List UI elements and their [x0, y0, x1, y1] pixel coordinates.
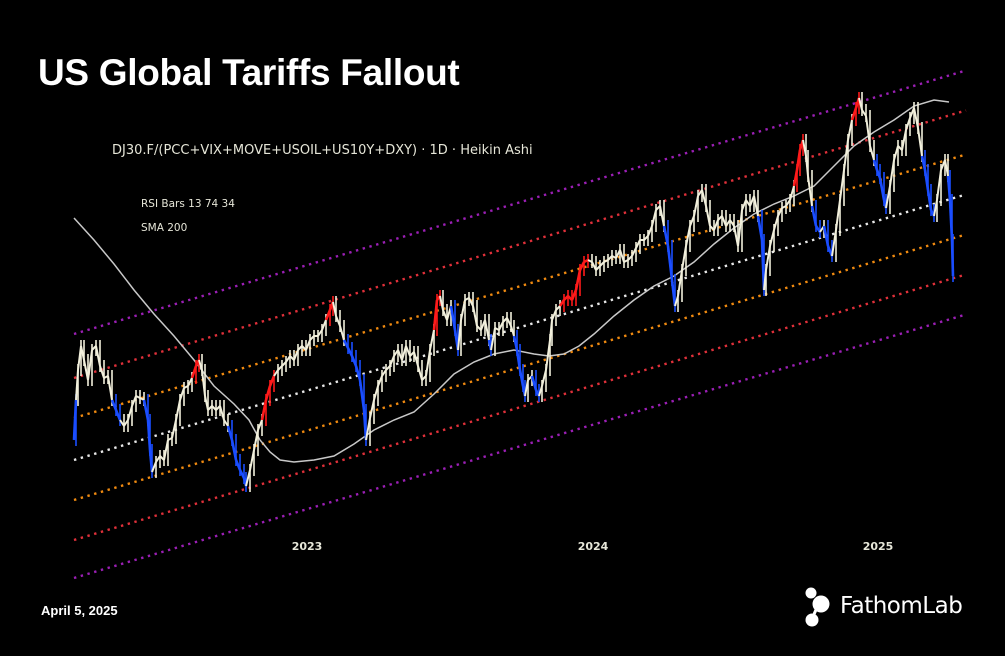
- sma-200-layer: [73, 99, 950, 463]
- brand-name: FathomLab: [840, 593, 963, 619]
- channel-line-upper-inner: [73, 153, 967, 420]
- price-bars-layer: [72, 92, 955, 492]
- legend-rsi-bars: RSI Bars 13 74 34: [141, 198, 235, 210]
- x-tick-label: 2024: [578, 540, 609, 553]
- fathomlab-logo-icon: [805, 587, 830, 627]
- channel-line-lower-mid: [73, 273, 967, 542]
- channel-line-upper-outer: [73, 69, 967, 336]
- regression-channels: [73, 69, 967, 580]
- x-axis: 2023 2024 2025: [292, 540, 894, 553]
- brand: FathomLab: [800, 583, 963, 629]
- page-title: US Global Tariffs Fallout: [38, 52, 460, 93]
- channel-line-center-regression: [73, 193, 967, 462]
- legend-sma: SMA 200: [141, 222, 188, 234]
- chart-title: DJ30.F/(PCC+VIX+MOVE+USOIL+US10Y+DXY) · …: [112, 143, 533, 158]
- channel-line-upper-mid: [73, 109, 967, 380]
- sma-200-line: [73, 99, 950, 463]
- channel-line-lower-inner: [73, 233, 967, 502]
- publish-date: April 5, 2025: [41, 603, 118, 618]
- x-tick-label: 2025: [863, 540, 894, 553]
- channel-line-lower-outer: [73, 313, 967, 580]
- x-tick-label: 2023: [292, 540, 323, 553]
